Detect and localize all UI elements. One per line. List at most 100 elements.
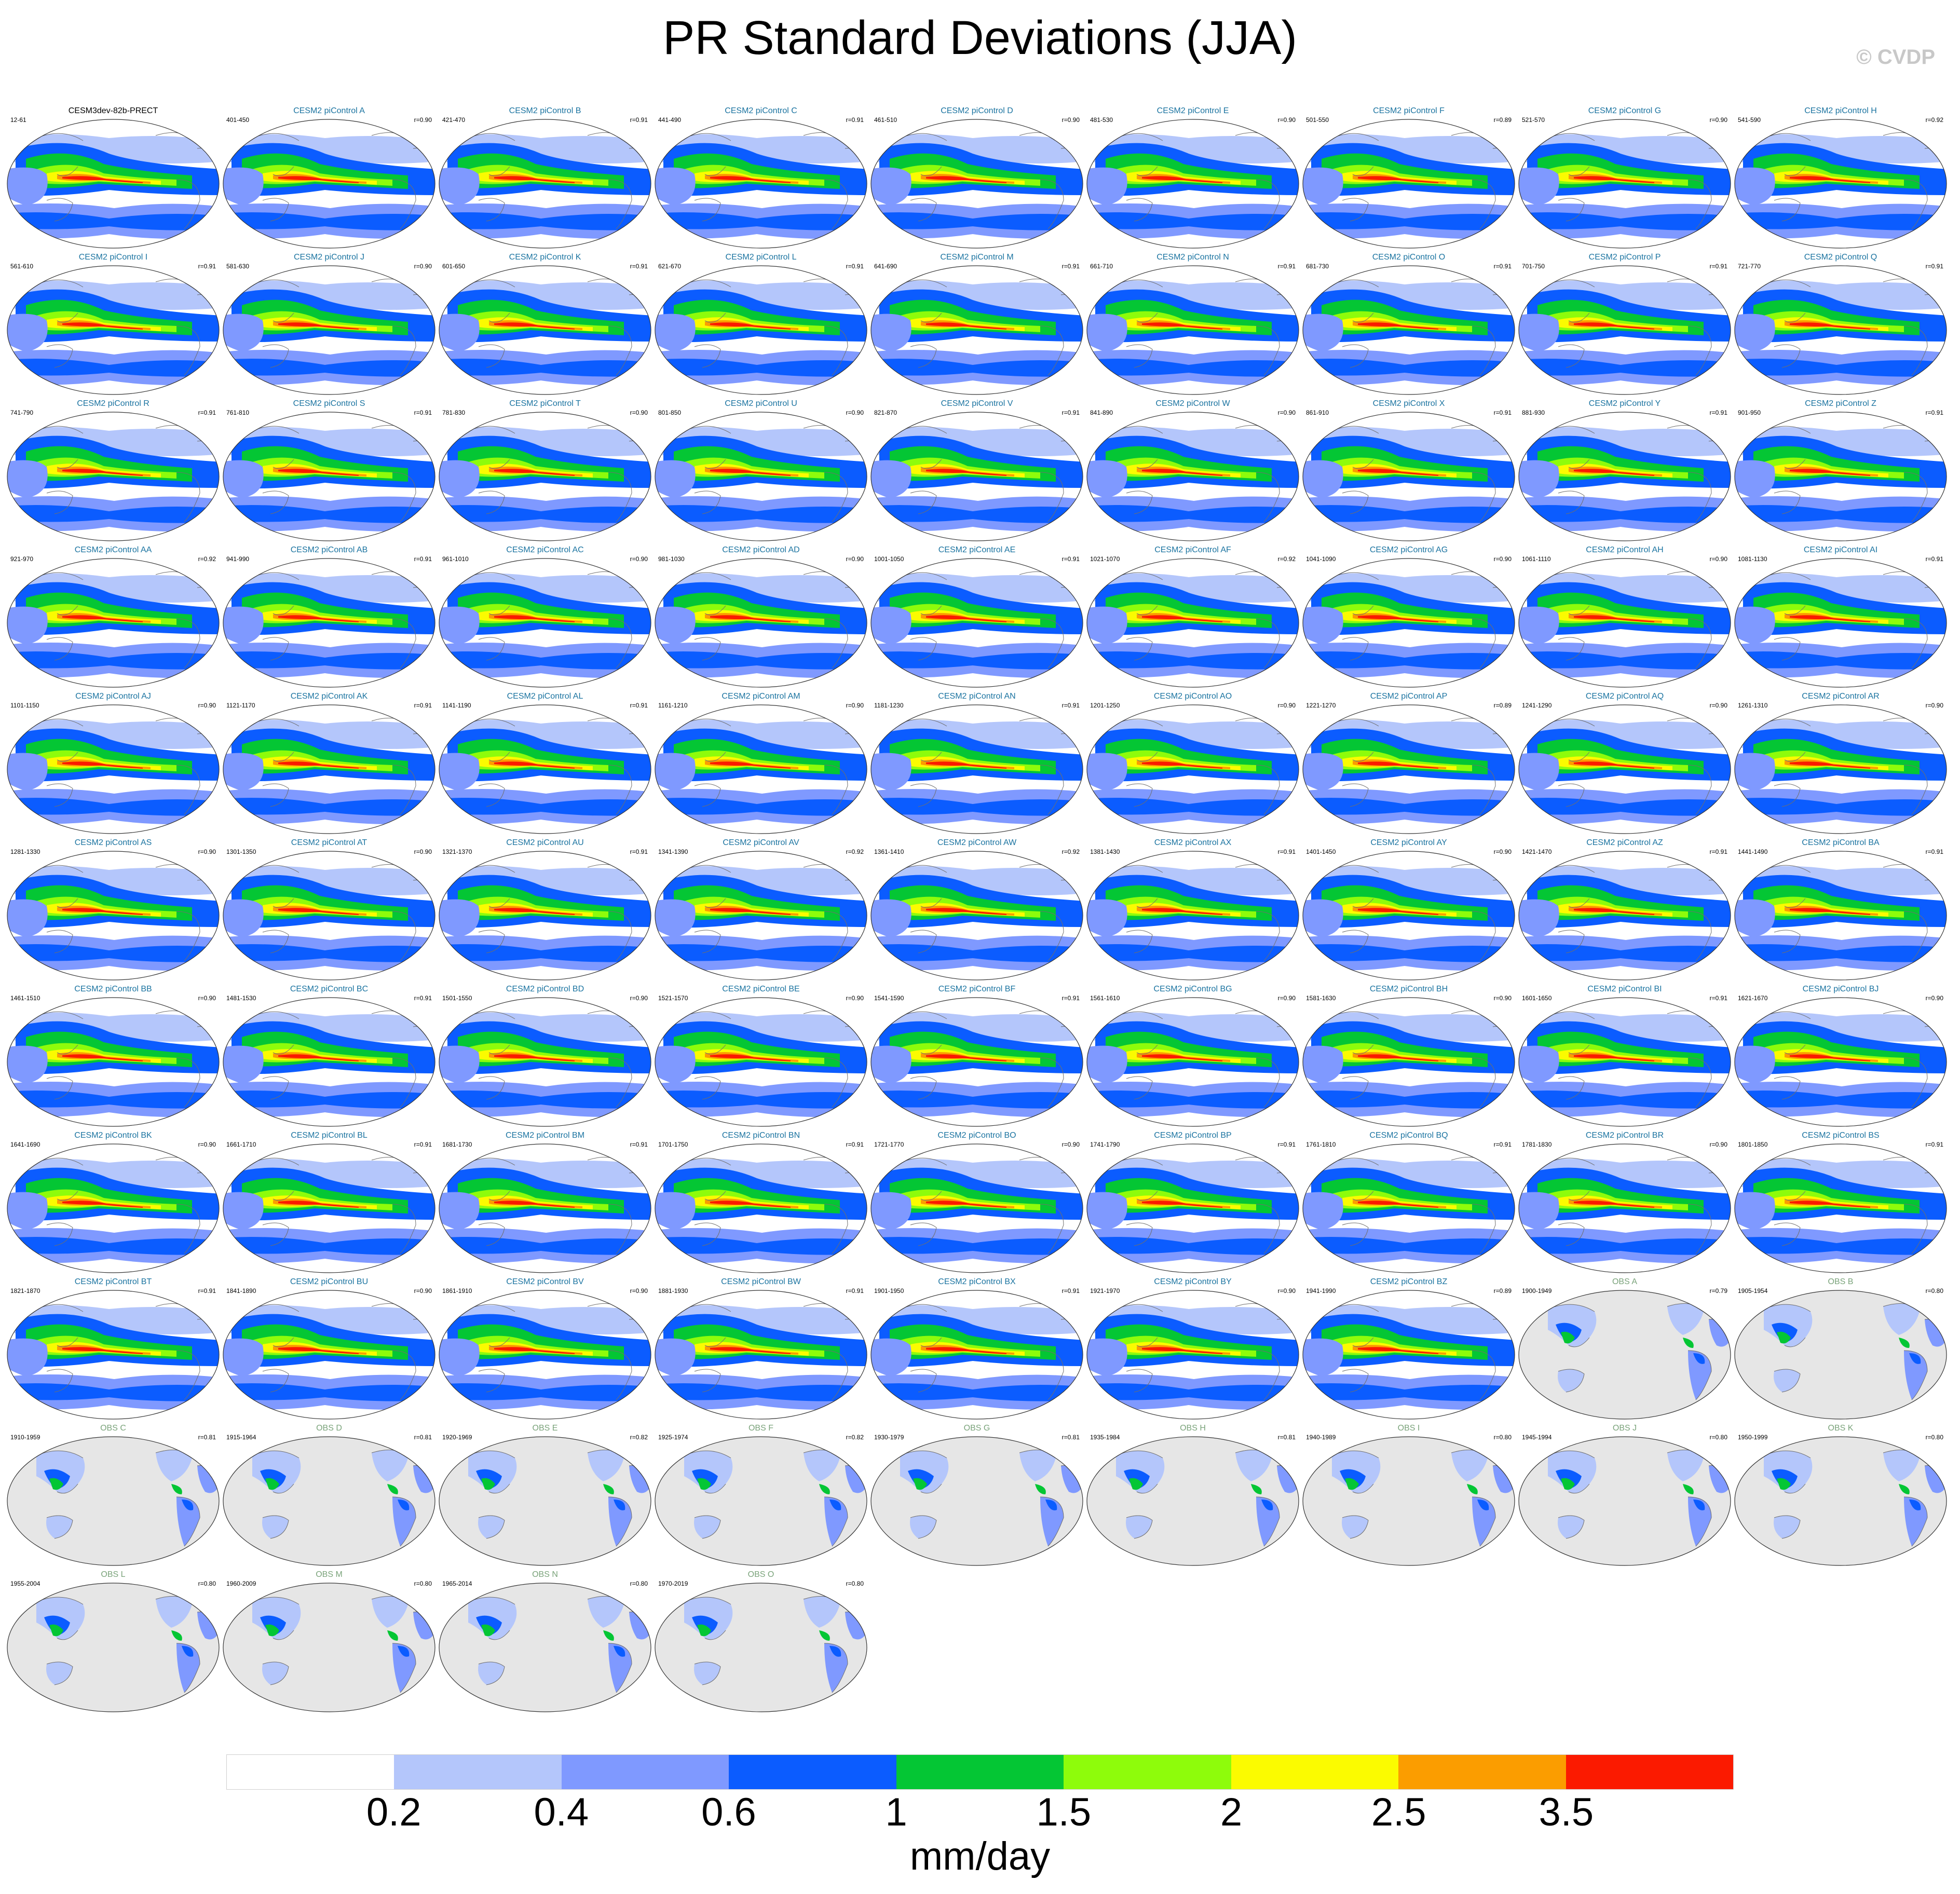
model-map <box>1302 119 1515 249</box>
map-border <box>870 265 1083 395</box>
west-indian-ocean <box>1519 167 1559 206</box>
panel-title: CESM2 piControl BS <box>1802 1131 1880 1140</box>
band-itcz-red <box>278 1347 359 1354</box>
panel-title: CESM2 piControl Z <box>1805 399 1876 408</box>
colorbar-box <box>1064 1755 1231 1789</box>
west-indian-ocean <box>1087 1192 1127 1230</box>
land-asia-peak <box>481 1624 495 1637</box>
panel-years: 1381-1430 <box>1090 848 1120 855</box>
model-map <box>1086 704 1299 834</box>
band-south-strong <box>1087 358 1299 377</box>
panel-correlation: r=0.79 <box>1709 1287 1727 1295</box>
panel-correlation: r=0.91 <box>198 1287 216 1295</box>
panel-years: 1881-1930 <box>658 1287 688 1295</box>
model-map <box>439 997 651 1127</box>
map-border <box>7 1436 220 1566</box>
panel-title: CESM2 piControl AO <box>1153 692 1232 701</box>
colorbar-tick-label: 3.5 <box>1539 1790 1594 1834</box>
panel-correlation: r=0.91 <box>1061 409 1080 416</box>
map-border <box>1734 704 1947 834</box>
band-south-strong <box>223 1383 435 1401</box>
model-map <box>1302 704 1515 834</box>
band-south-strong <box>871 797 1083 816</box>
land-amazon <box>829 1646 841 1657</box>
band-itcz-red <box>62 615 143 622</box>
map-panel: CESM2 piControl AU 1321-1370 r=0.91 <box>437 836 653 982</box>
panel-title: CESM2 piControl BM <box>505 1131 585 1140</box>
band-south-strong <box>871 944 1083 962</box>
map-border <box>870 997 1083 1127</box>
panel-years: 721-770 <box>1738 263 1761 270</box>
model-map <box>1302 558 1515 688</box>
west-indian-ocean <box>1735 314 1775 352</box>
land-central-america <box>387 1484 398 1494</box>
band-itcz-red <box>926 1347 1006 1354</box>
band-itcz-red <box>278 761 359 769</box>
band-south-strong <box>1303 1383 1515 1401</box>
panel-title: OBS M <box>316 1570 343 1579</box>
panel-correlation: r=0.91 <box>1061 702 1080 709</box>
band-south-strong <box>655 505 867 523</box>
colorbar-box <box>729 1755 896 1789</box>
map-panel: CESM2 piControl AJ 1101-1150 r=0.90 <box>5 689 221 836</box>
land-australia <box>1774 1516 1800 1538</box>
land-asia-peak <box>913 1478 927 1490</box>
map-border <box>1302 265 1515 395</box>
map-panel: CESM2 piControl Y 881-930 r=0.91 <box>1517 397 1733 543</box>
west-indian-ocean <box>871 753 911 791</box>
band-itcz-red <box>710 908 791 915</box>
band-south-strong <box>1087 1383 1299 1401</box>
model-map <box>870 412 1083 541</box>
map-panel: CESM2 piControl BO 1721-1770 r=0.90 <box>869 1128 1085 1275</box>
panel-years: 1935-1984 <box>1090 1434 1120 1441</box>
model-map <box>1086 558 1299 688</box>
model-map <box>223 412 435 541</box>
model-map <box>439 119 651 249</box>
west-indian-ocean <box>1735 1045 1775 1084</box>
panel-years: 1940-1989 <box>1306 1434 1336 1441</box>
west-indian-ocean <box>871 1338 911 1377</box>
panel-correlation: r=0.82 <box>846 1434 864 1441</box>
west-indian-ocean <box>1087 606 1127 645</box>
map-border <box>1518 558 1731 688</box>
land-central-america <box>603 1630 614 1641</box>
map-border <box>223 1290 435 1420</box>
band-itcz-red <box>1142 1347 1222 1354</box>
map-border <box>1086 119 1299 249</box>
panel-correlation: r=0.80 <box>198 1580 216 1587</box>
band-south-strong <box>871 1236 1083 1255</box>
panel-correlation: r=0.91 <box>1277 263 1296 270</box>
map-border <box>1734 119 1947 249</box>
band-south-strong <box>1087 212 1299 230</box>
panel-years: 1501-1550 <box>442 994 472 1002</box>
obs-map <box>7 1583 220 1712</box>
west-indian-ocean <box>1087 1338 1127 1377</box>
model-map <box>1086 997 1299 1127</box>
band-itcz-red <box>494 176 575 183</box>
band-itcz-red <box>926 322 1006 330</box>
panel-title: CESM2 piControl AF <box>1154 546 1231 554</box>
model-map <box>1518 119 1731 249</box>
panel-title: OBS F <box>748 1424 773 1433</box>
band-itcz-red <box>926 908 1006 915</box>
band-south-strong <box>1303 944 1515 962</box>
band-itcz-red <box>278 1201 359 1208</box>
band-south-strong <box>655 1090 867 1109</box>
band-itcz-red <box>494 1201 575 1208</box>
map-panel: CESM2 piControl N 661-710 r=0.91 <box>1085 250 1301 397</box>
land-asia-peak <box>697 1478 711 1490</box>
map-panel: CESM2 piControl BR 1781-1830 r=0.90 <box>1517 1128 1733 1275</box>
map-border <box>439 851 651 980</box>
colorbar <box>226 1754 1734 1790</box>
panel-correlation: r=0.90 <box>414 848 432 855</box>
land-amazon <box>1693 1353 1705 1364</box>
panel-years: 1921-1970 <box>1090 1287 1120 1295</box>
model-map <box>655 1143 867 1273</box>
band-south-strong <box>1303 505 1515 523</box>
west-indian-ocean <box>1735 460 1775 498</box>
map-panel: CESM2 piControl V 821-870 r=0.91 <box>869 397 1085 543</box>
west-indian-ocean <box>1519 753 1559 791</box>
panel-correlation: r=0.91 <box>1925 409 1943 416</box>
panel-correlation: r=0.80 <box>1925 1434 1943 1441</box>
map-border <box>223 1143 435 1273</box>
